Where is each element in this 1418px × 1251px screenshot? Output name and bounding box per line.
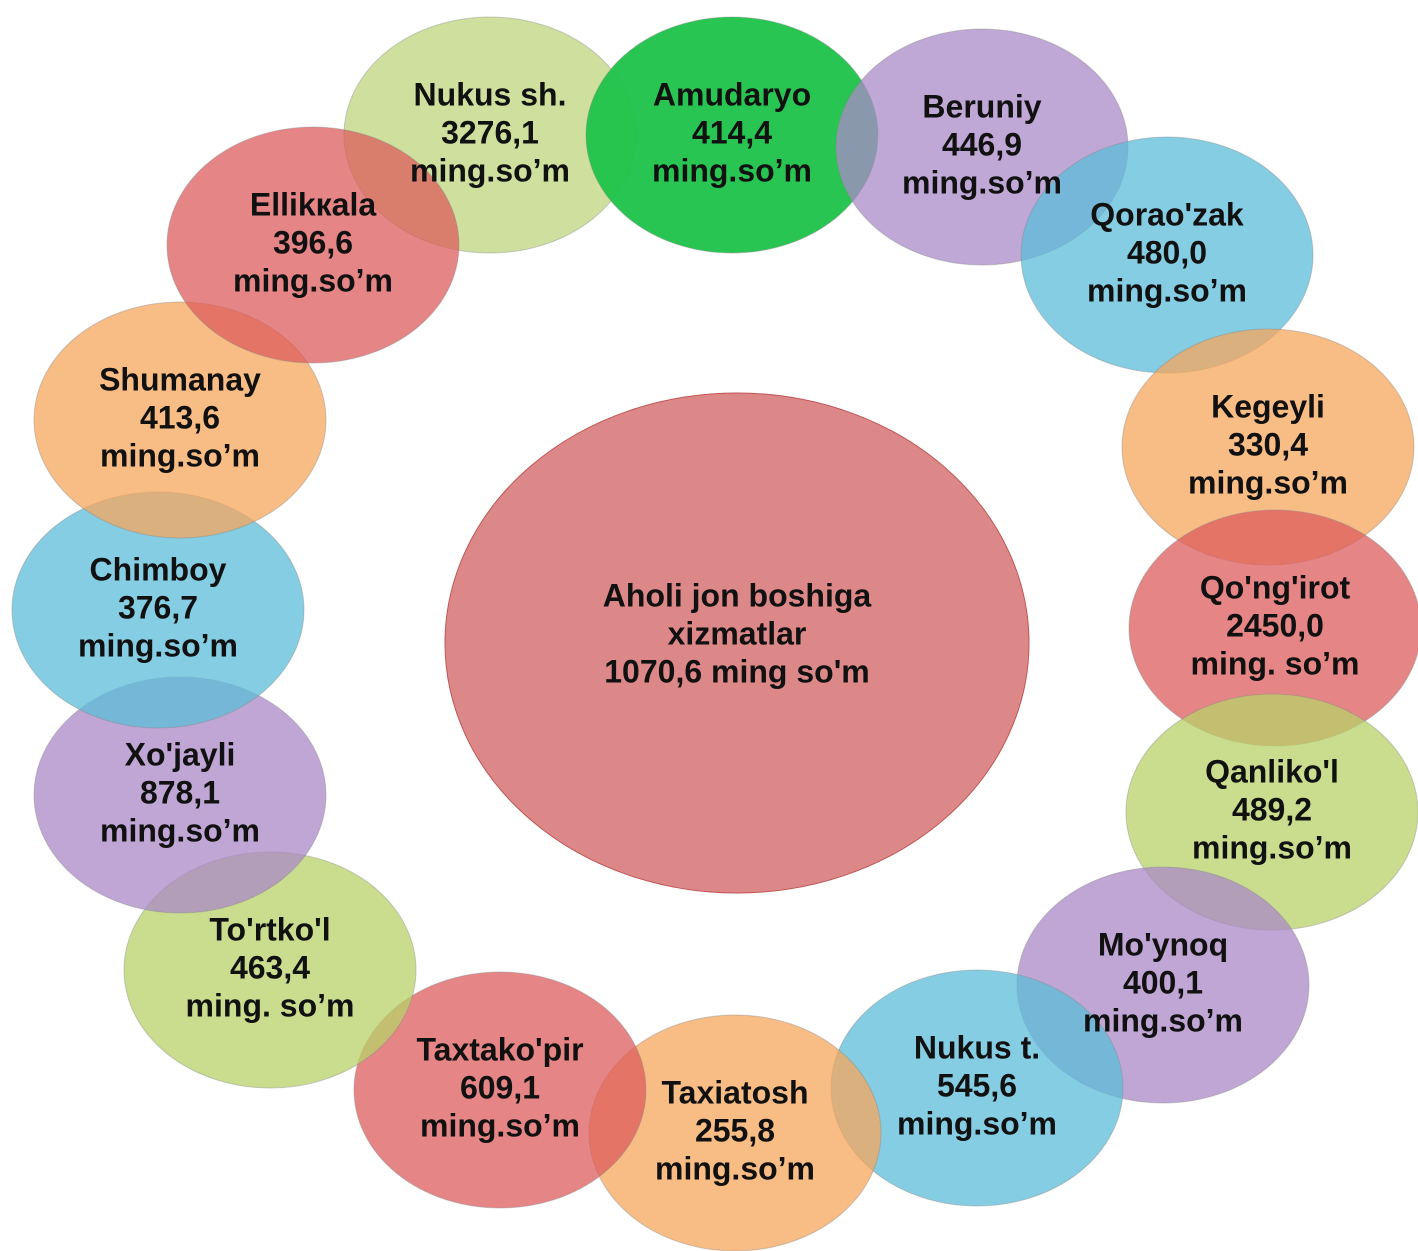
center-text: xizmatlar xyxy=(668,615,807,651)
node-value: 480,0 xyxy=(1127,234,1207,270)
node-value: 446,9 xyxy=(942,126,1022,162)
node-name: Qo'ng'irot xyxy=(1200,569,1351,605)
node-unit: ming. so’m xyxy=(1191,645,1360,681)
node-name: Xo'jayli xyxy=(125,736,236,772)
node-value: 396,6 xyxy=(273,224,353,260)
node-value: 878,1 xyxy=(140,774,220,810)
node-value: 400,1 xyxy=(1123,964,1203,1000)
node-unit: ming.so’m xyxy=(902,164,1062,200)
node-ellipse xyxy=(353,971,647,1209)
node-value: 463,4 xyxy=(230,949,310,985)
node-unit: ming.so’m xyxy=(420,1107,580,1143)
node-unit: ming.so’m xyxy=(100,437,260,473)
node-unit: ming. so’m xyxy=(186,987,355,1023)
node-unit: ming.so’m xyxy=(1083,1002,1243,1038)
node-value: 330,4 xyxy=(1228,426,1308,462)
node-value: 376,7 xyxy=(118,589,198,625)
node-name: Beruniy xyxy=(922,88,1041,124)
node-ellipse xyxy=(33,301,327,539)
node-name: Mo'ynoq xyxy=(1098,926,1228,962)
node-value: 413,6 xyxy=(140,399,220,435)
node-unit: ming.so’m xyxy=(652,152,812,188)
node-name: Chimboy xyxy=(90,551,227,587)
node-name: To'rtko'l xyxy=(209,911,330,947)
node-value: 414,4 xyxy=(692,114,772,150)
node-name: Amudaryo xyxy=(653,76,811,112)
node-value: 255,8 xyxy=(695,1112,775,1148)
center-text: 1070,6 ming so'm xyxy=(604,653,870,689)
node-value: 3276,1 xyxy=(441,114,539,150)
center-text: Aholi jon boshiga xyxy=(603,577,872,613)
node-unit: ming.so’m xyxy=(233,262,393,298)
node-unit: ming.so’m xyxy=(1192,829,1352,865)
node-unit: ming.so’m xyxy=(897,1105,1057,1141)
node-name: Qanliko'l xyxy=(1205,753,1339,789)
node-value: 2450,0 xyxy=(1226,607,1324,643)
center-circle xyxy=(444,392,1030,894)
node-unit: ming.so’m xyxy=(100,812,260,848)
node-name: Qorao'zak xyxy=(1090,196,1244,232)
node-name: Taxiatosh xyxy=(662,1074,809,1110)
node-name: Taxtako'pir xyxy=(416,1031,583,1067)
node-ellipse xyxy=(166,126,460,364)
node-unit: ming.so’m xyxy=(78,627,238,663)
node-value: 545,6 xyxy=(937,1067,1017,1103)
node-value: 489,2 xyxy=(1232,791,1312,827)
node-name: Ellikкala xyxy=(250,186,377,222)
node-name: Kegeyli xyxy=(1211,388,1325,424)
node-name: Nukus sh. xyxy=(414,76,567,112)
node-name: Shumanay xyxy=(99,361,261,397)
node-unit: ming.so’m xyxy=(1087,272,1247,308)
node-name: Nukus t. xyxy=(914,1029,1040,1065)
node-unit: ming.so’m xyxy=(410,152,570,188)
node-value: 609,1 xyxy=(460,1069,540,1105)
node-unit: ming.so’m xyxy=(655,1150,815,1186)
node-unit: ming.so’m xyxy=(1188,464,1348,500)
